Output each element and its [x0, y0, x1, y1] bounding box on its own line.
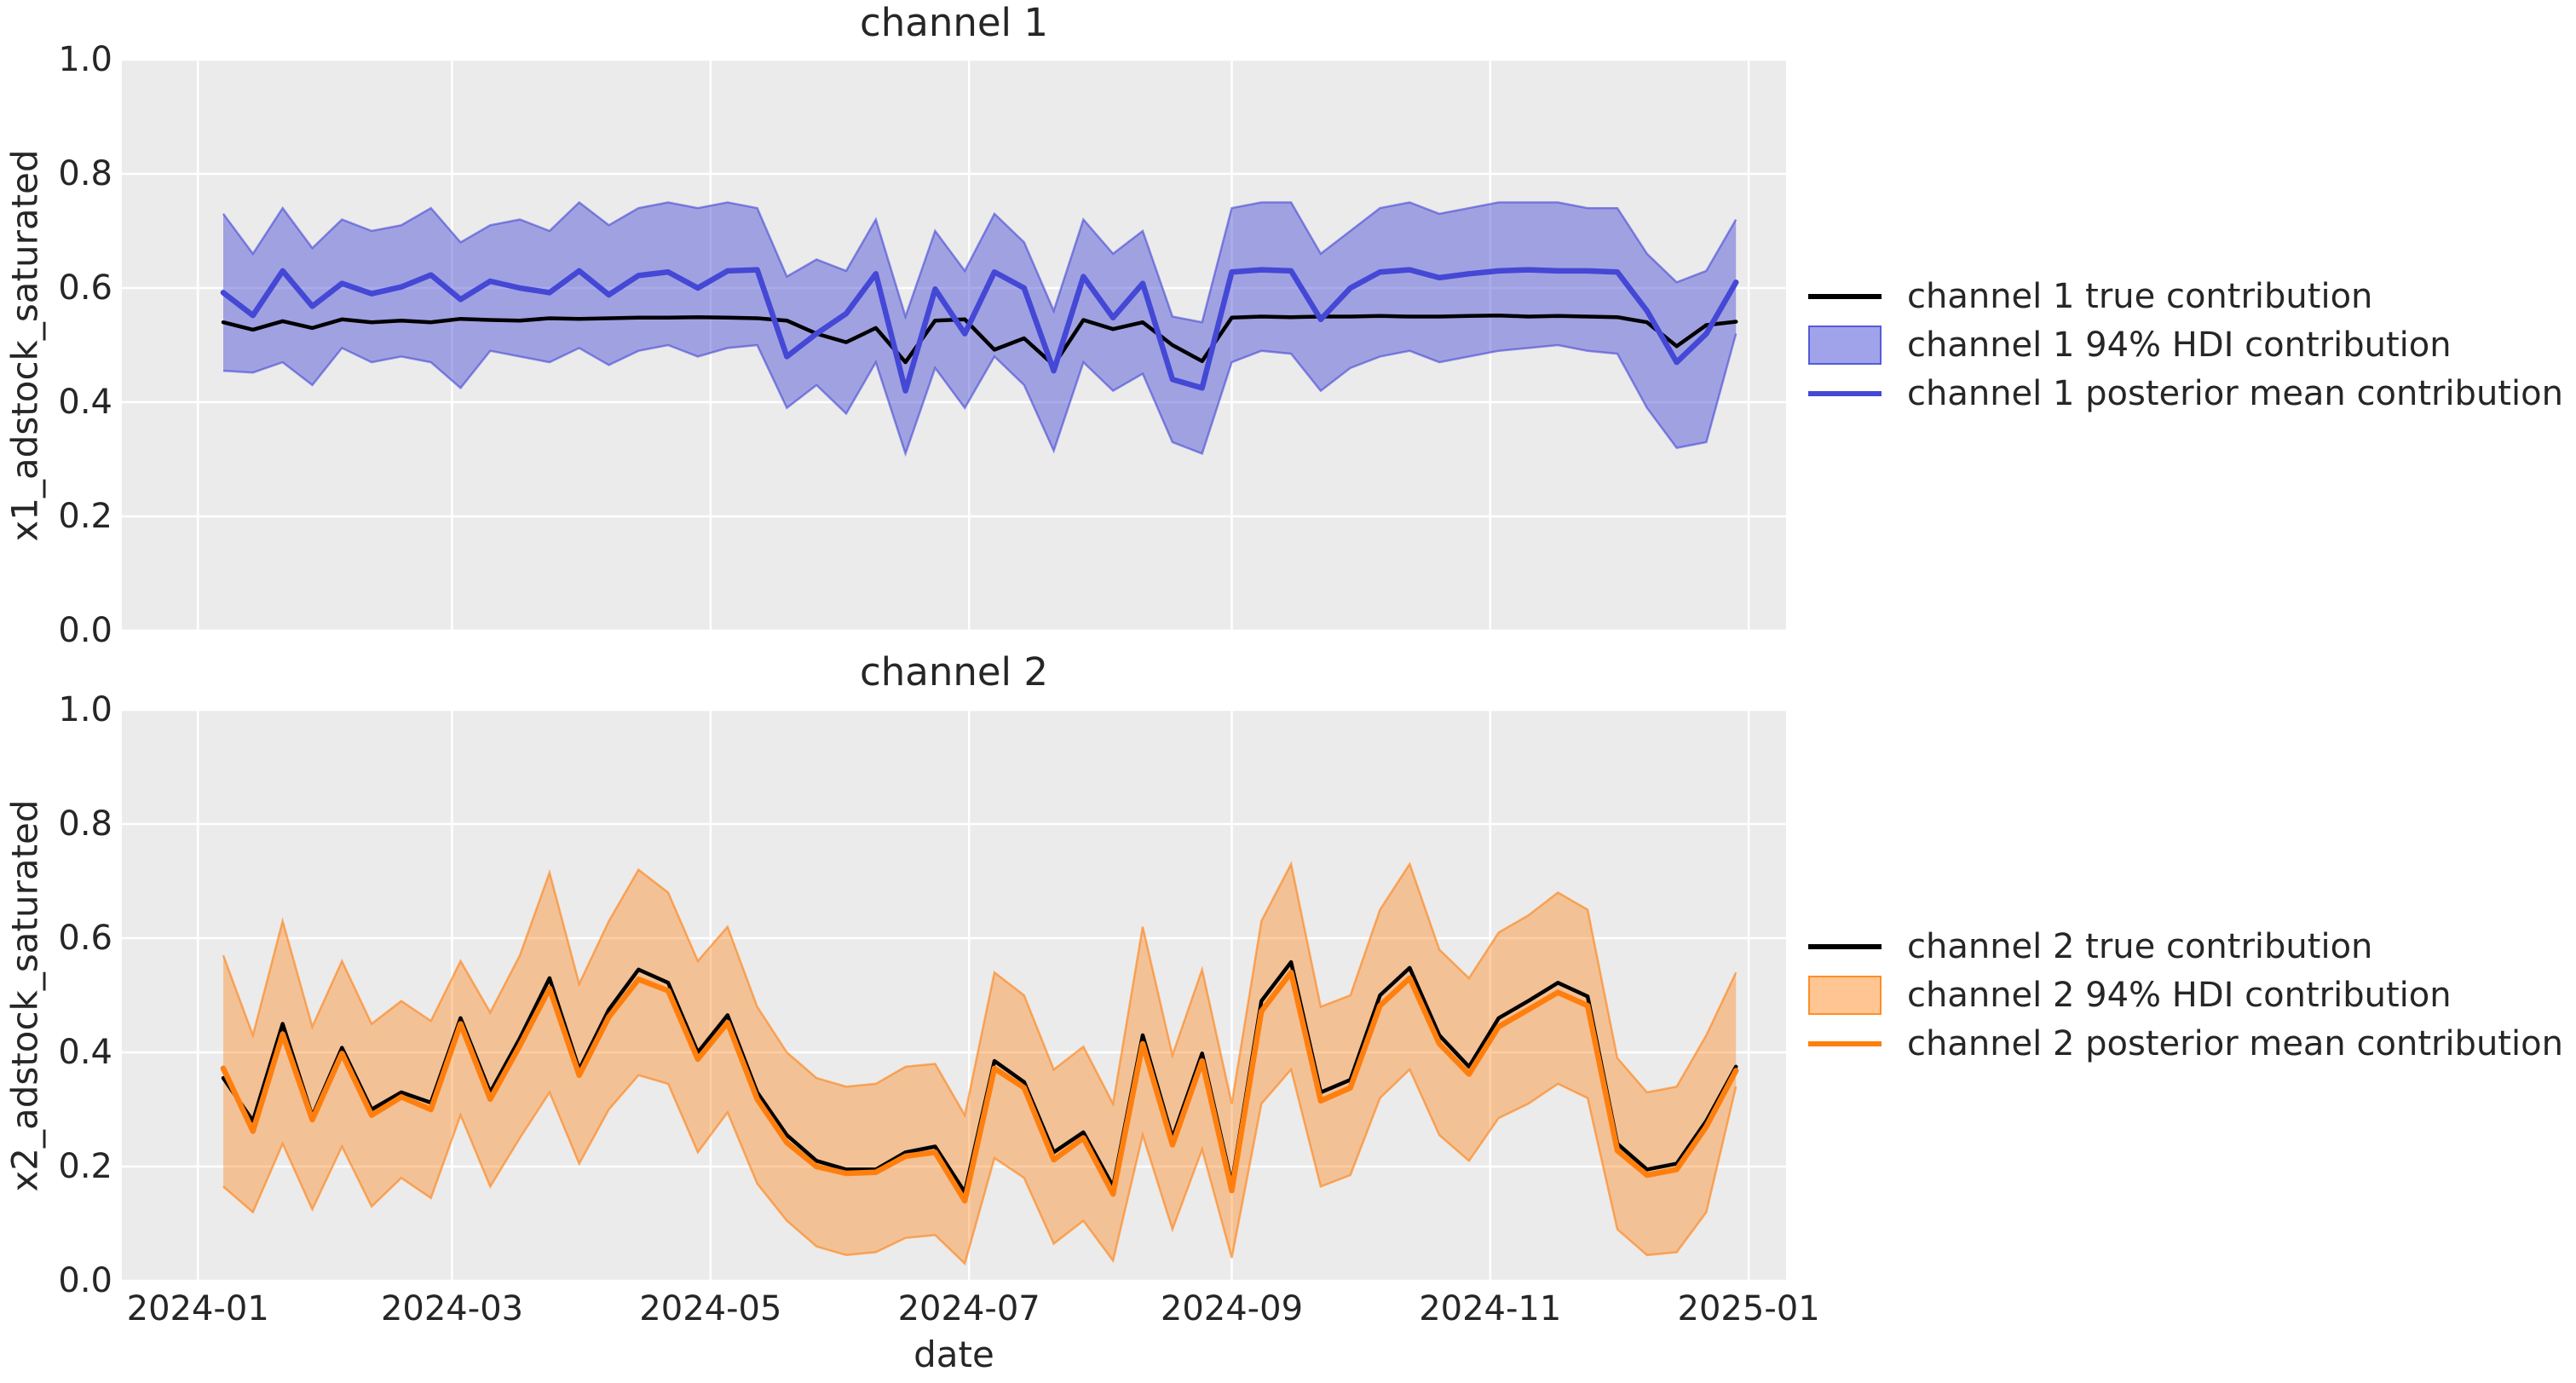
legend-line-swatch [1808, 944, 1882, 949]
legend-swatch-mark [1808, 944, 1882, 949]
subplot1-plot-area [122, 60, 1786, 631]
y-tick-label: 0.8 [58, 154, 112, 193]
y-tick-label: 0.0 [58, 611, 112, 650]
legend-patch-swatch [1808, 976, 1882, 1015]
x-tick-label: 2025-01 [1677, 1289, 1820, 1328]
legend-line-swatch [1808, 294, 1882, 299]
x-tick-label: 2024-03 [380, 1289, 524, 1328]
x-axis-label: date [913, 1334, 994, 1375]
legend-entry: channel 1 posterior mean contribution [1808, 373, 2563, 414]
subplot2-chart-svg [122, 710, 1786, 1281]
subplot1-y-tick-labels: 0.0 0.2 0.4 0.6 0.8 1.0 [34, 40, 112, 650]
y-tick-label: 1.0 [58, 40, 112, 79]
legend-entry: channel 2 94% HDI contribution [1808, 975, 2558, 1016]
legend-label: channel 2 true contribution [1907, 927, 2373, 966]
hdi-band-lower-edge [222, 333, 1738, 458]
subplot2-plot-area [122, 710, 1786, 1281]
legend-swatch-mark [1808, 1041, 1882, 1046]
channel-1-true-contribution-line [221, 313, 1738, 367]
hdi-band-upper-edge [222, 861, 1738, 1119]
hdi-band [223, 202, 1737, 454]
hdi-band-upper-edge [222, 200, 1738, 324]
channel-2-posterior-mean-contribution-line [220, 969, 1739, 1204]
legend-patch-swatch [1808, 326, 1882, 365]
legend-entry: channel 2 true contribution [1808, 926, 2558, 967]
y-tick-label: 0.0 [58, 1261, 112, 1300]
hdi-band [223, 863, 1737, 1264]
y-tick-label: 0.2 [58, 497, 112, 536]
legend-label: channel 2 94% HDI contribution [1907, 976, 2452, 1015]
subplot1-chart-svg [122, 60, 1786, 631]
y-tick-label: 0.4 [58, 383, 112, 422]
y-tick-label: 0.4 [58, 1033, 112, 1072]
legend-line-swatch [1808, 391, 1882, 396]
subplot1-legend: channel 1 true contribution channel 1 94%… [1808, 276, 2563, 422]
y-tick-label: 0.8 [58, 804, 112, 844]
y-tick-label: 0.2 [58, 1147, 112, 1186]
legend-swatch-mark [1808, 391, 1882, 396]
y-tick-label: 1.0 [58, 690, 112, 729]
legend-entry: channel 1 true contribution [1808, 276, 2558, 317]
subplot2-legend: channel 2 true contribution channel 2 94%… [1808, 926, 2563, 1072]
legend-swatch-mark [1808, 294, 1882, 299]
legend-label: channel 1 94% HDI contribution [1907, 326, 2452, 365]
y-tick-label: 0.6 [58, 919, 112, 958]
legend-label: channel 1 true contribution [1907, 277, 2373, 316]
subplot1-title: channel 1 [859, 0, 1048, 45]
x-tick-label: 2024-07 [897, 1289, 1040, 1328]
legend-swatch-mark [1808, 976, 1882, 1015]
legend-label: channel 1 posterior mean contribution [1907, 374, 2563, 413]
x-tick-label: 2024-09 [1160, 1289, 1304, 1328]
x-tick-label: 2024-11 [1419, 1289, 1562, 1328]
hdi-band-lower-edge [222, 1067, 1738, 1266]
y-tick-label: 0.6 [58, 268, 112, 308]
legend-line-swatch [1808, 1041, 1882, 1046]
legend-swatch-mark [1808, 326, 1882, 365]
x-axis-tick-labels: 2024-01 2024-03 2024-05 2024-07 2024-09 2024-… [122, 1289, 1820, 1332]
legend-label: channel 2 posterior mean contribution [1907, 1024, 2563, 1063]
x-tick-label: 2024-05 [639, 1289, 782, 1328]
legend-entry: channel 2 posterior mean contribution [1808, 1023, 2563, 1064]
legend-entry: channel 1 94% HDI contribution [1808, 325, 2558, 366]
channel-1-posterior-mean-contribution-line [220, 267, 1739, 394]
subplot2-title: channel 2 [859, 649, 1048, 694]
subplot2-y-tick-labels: 0.0 0.2 0.4 0.6 0.8 1.0 [34, 690, 112, 1300]
x-tick-label: 2024-01 [126, 1289, 269, 1328]
